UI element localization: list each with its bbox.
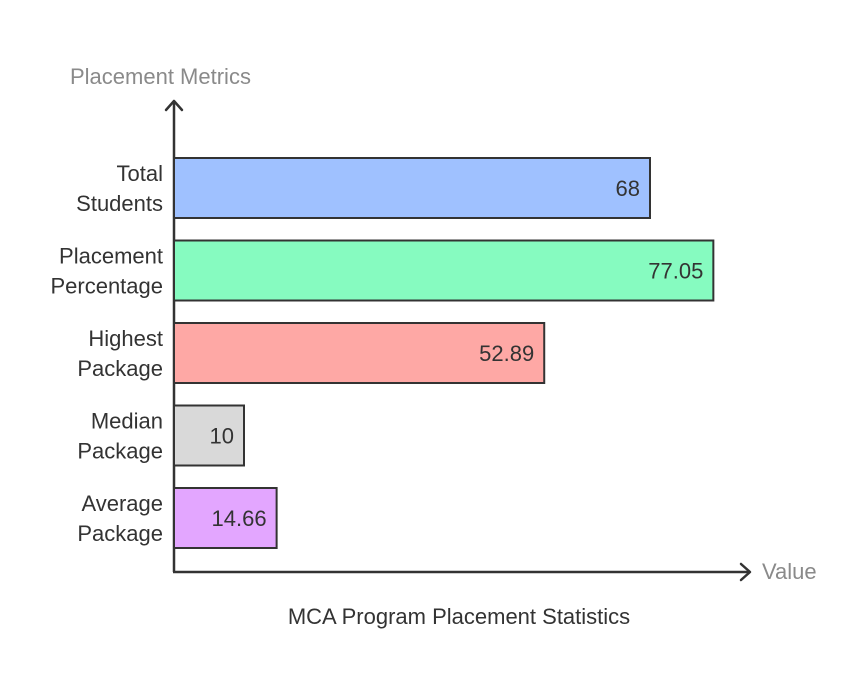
x-axis-title: Value bbox=[762, 559, 817, 584]
value-label-3: 10 bbox=[210, 424, 234, 449]
bar-4 bbox=[173, 487, 278, 549]
category-label-2: Highest Package bbox=[77, 326, 163, 381]
bar-2 bbox=[173, 322, 546, 384]
value-label-4: 14.66 bbox=[212, 506, 267, 531]
y-axis-title: Placement Metrics bbox=[70, 64, 251, 89]
bars-layer: Total Students 68 Placement Percentage 77.05 H… bbox=[50, 157, 715, 549]
chart-title: MCA Program Placement Statistics bbox=[288, 604, 630, 629]
value-label-0: 68 bbox=[616, 176, 640, 201]
category-label-3: Median Package bbox=[77, 409, 163, 464]
value-label-2: 52.89 bbox=[479, 341, 534, 366]
bar-0 bbox=[173, 157, 651, 219]
bar-3 bbox=[173, 404, 245, 467]
y-axis-arrowhead bbox=[164, 99, 184, 112]
value-label-1: 77.05 bbox=[648, 259, 703, 284]
bar-1 bbox=[173, 239, 715, 302]
x-axis-arrowhead bbox=[739, 562, 752, 582]
category-label-4: Average Package bbox=[77, 491, 163, 546]
category-label-0: Total Students bbox=[76, 161, 163, 216]
category-label-1: Placement Percentage bbox=[50, 244, 163, 299]
